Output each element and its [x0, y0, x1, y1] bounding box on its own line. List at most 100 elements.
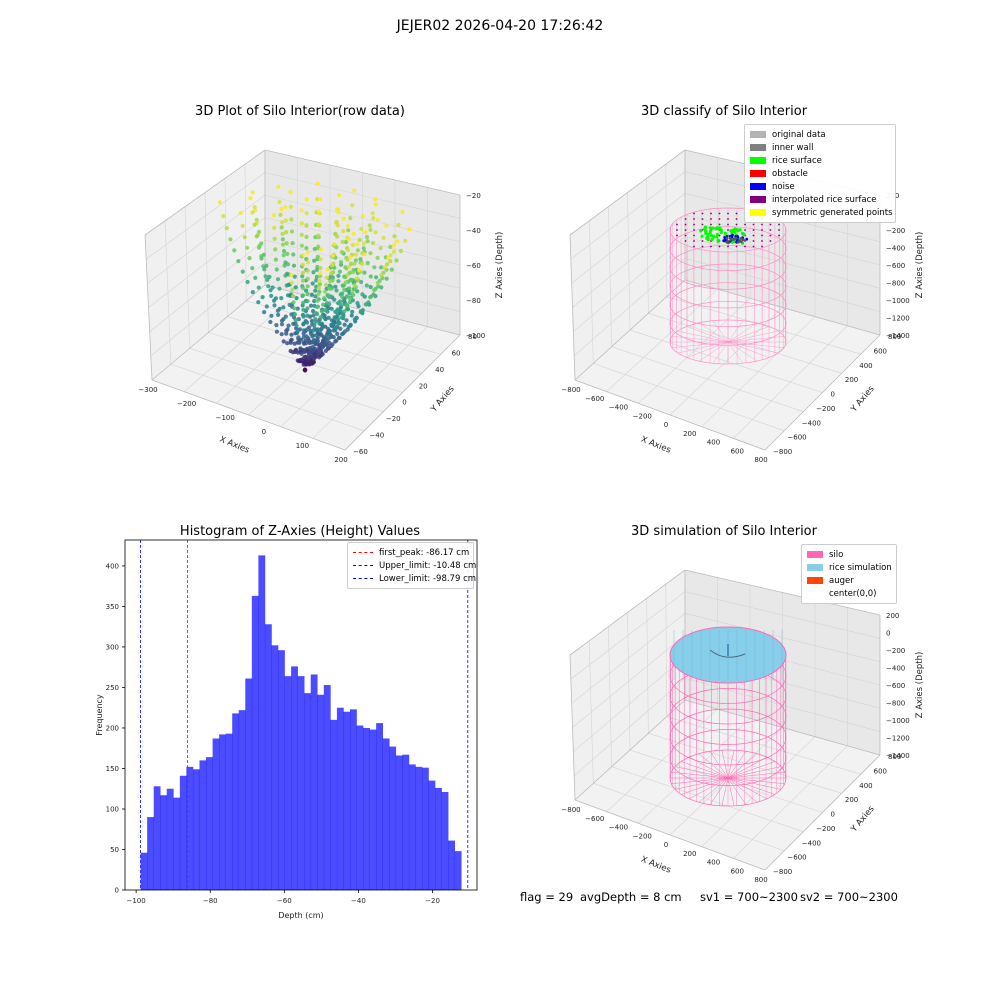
raw-data-point	[365, 235, 369, 239]
raw-data-point	[280, 232, 284, 236]
raw-data-point	[265, 304, 269, 308]
raw-data-point	[376, 218, 380, 222]
histogram-x-tick-label: −100	[126, 897, 145, 905]
raw-data-point	[301, 279, 305, 283]
raw-data-point	[385, 277, 389, 281]
histogram-y-tick-label: 200	[106, 724, 119, 732]
histogram-legend-label: first_peak: -86.17 cm	[379, 548, 469, 558]
raw-data-point	[269, 314, 273, 318]
raw-data-point	[360, 262, 364, 266]
cls-interpolated-point	[702, 246, 704, 248]
raw-data-point	[300, 244, 304, 248]
raw-data-point	[275, 330, 279, 334]
raw-data-point	[280, 207, 284, 211]
cls-y-tick-label: −600	[787, 434, 806, 442]
raw-data-point	[276, 313, 280, 317]
raw-data-point	[304, 223, 308, 227]
raw-data-point	[291, 252, 295, 256]
cls-rice-point	[742, 233, 745, 236]
raw-data-point	[301, 263, 305, 267]
raw-z-tick-label: −40	[466, 227, 481, 235]
raw-data-point	[275, 267, 279, 271]
raw-data-point	[290, 281, 294, 285]
raw-data-point	[279, 296, 283, 300]
raw-axes-box: −300−200−1000100200−60−40−20020406080−20…	[138, 150, 505, 464]
raw-data-point	[253, 223, 257, 227]
raw-data-point	[306, 260, 310, 264]
raw-data-point	[334, 288, 338, 292]
raw-data-point	[362, 252, 366, 256]
sim-y-tick-label: 0	[831, 811, 835, 819]
raw-z-tick-label: −60	[466, 262, 481, 270]
raw-data-point	[306, 277, 310, 281]
raw-y-tick-label: −40	[369, 432, 384, 440]
raw-data-point	[269, 294, 273, 298]
raw-data-point	[372, 288, 376, 292]
histogram-y-tick-label: 250	[106, 684, 119, 692]
cls-interpolated-point	[710, 218, 712, 220]
cls-x-tick-label: 800	[754, 456, 767, 464]
sim-z-tick-label: −600	[886, 682, 905, 690]
histogram-bar	[363, 728, 370, 890]
raw-y-tick-label: 60	[452, 349, 461, 357]
histogram-y-tick-label: 0	[115, 887, 119, 895]
classify-panel-title: 3D classify of Silo Interior	[574, 104, 874, 119]
raw-data-point	[301, 286, 305, 290]
histogram-bar	[350, 709, 357, 890]
raw-data-point	[354, 253, 358, 257]
raw-data-point	[316, 351, 320, 355]
raw-data-point	[305, 299, 309, 303]
raw-data-point	[356, 248, 360, 252]
raw-data-point	[264, 264, 268, 268]
histogram-bar	[193, 769, 200, 890]
raw-data-point	[327, 287, 331, 291]
raw-data-point	[311, 281, 315, 285]
sim-y-tick-label: 600	[874, 767, 887, 775]
raw-data-point	[313, 289, 317, 293]
cls-interpolated-point	[744, 224, 746, 226]
histogram-bar	[167, 789, 174, 890]
cls-rice-point	[724, 232, 727, 235]
raw-3d-plot[interactable]: −300−200−1000100200−60−40−20020406080−20…	[130, 130, 510, 470]
cls-interpolated-point	[736, 213, 738, 215]
histogram-bar	[271, 645, 278, 890]
raw-data-point	[392, 234, 396, 238]
cls-y-tick-label: 200	[845, 376, 858, 384]
cls-x-tick-label: −400	[609, 404, 628, 412]
raw-data-point	[366, 261, 370, 265]
raw-data-point	[376, 281, 380, 285]
raw-data-point	[347, 286, 351, 290]
raw-data-point	[306, 284, 310, 288]
sv2-text: sv2 = 700~2300	[800, 890, 898, 904]
raw-data-point	[316, 299, 320, 303]
raw-data-point	[316, 292, 320, 296]
raw-data-point	[294, 318, 298, 322]
raw-data-point	[323, 336, 327, 340]
raw-data-point	[341, 240, 345, 244]
raw-data-point	[342, 309, 346, 313]
cls-interpolated-point	[693, 229, 695, 231]
raw-data-point	[355, 276, 359, 280]
raw-data-point	[335, 235, 339, 239]
raw-data-point	[278, 307, 282, 311]
raw-data-point	[328, 279, 332, 283]
histogram-bar	[357, 726, 364, 890]
raw-data-point	[310, 293, 314, 297]
raw-data-point	[239, 211, 243, 215]
raw-data-point	[280, 332, 284, 336]
raw-data-point	[282, 249, 286, 253]
cls-rice-point	[709, 226, 712, 229]
raw-data-point	[291, 241, 295, 245]
cls-interpolated-point	[727, 213, 729, 215]
cls-interpolated-point	[702, 224, 704, 226]
classify-legend-swatch	[750, 170, 766, 177]
simulation-legend-label: rice simulation	[829, 563, 892, 573]
raw-z-tick-label: −20	[466, 192, 481, 200]
cls-rice-point	[703, 227, 706, 230]
cls-interpolated-point	[685, 224, 687, 226]
sim-y-tick-label: −600	[787, 854, 806, 862]
raw-data-point	[362, 241, 366, 245]
raw-data-point	[339, 315, 343, 319]
raw-data-point	[278, 213, 282, 217]
raw-data-point	[336, 322, 340, 326]
